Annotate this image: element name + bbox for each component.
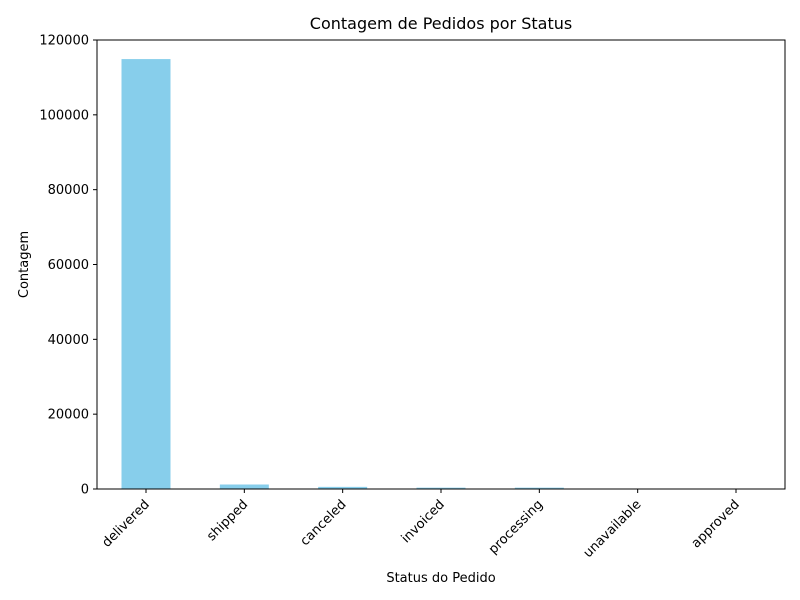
y-tick-label: 0	[81, 483, 89, 498]
y-tick-label: 100000	[39, 108, 89, 123]
bar-processing	[514, 487, 564, 489]
bar-invoiced	[416, 487, 466, 489]
x-tick-label: shipped	[204, 497, 251, 544]
x-tick-label: canceled	[298, 497, 350, 549]
x-axis-ticks: delivered shipped canceled invoiced processi…	[99, 489, 743, 561]
y-tick-label: 40000	[48, 333, 89, 348]
bar-shipped	[219, 484, 269, 489]
y-tick-label: 20000	[48, 408, 89, 423]
bar-canceled	[318, 486, 368, 489]
x-tick-label: processing	[486, 497, 546, 557]
y-tick-label: 60000	[48, 258, 89, 273]
y-axis-label: Contagem	[17, 231, 32, 298]
chart-title: Contagem de Pedidos por Status	[310, 14, 572, 33]
bar-delivered	[121, 59, 171, 490]
bars-group	[121, 59, 761, 490]
y-tick-label: 80000	[48, 183, 89, 198]
x-tick-label: approved	[689, 497, 743, 551]
y-axis-ticks: 0 20000 40000 60000 80000 100000 120000	[39, 34, 97, 498]
x-tick-label: delivered	[99, 497, 152, 550]
x-axis-label: Status do Pedido	[386, 571, 495, 586]
x-tick-label: invoiced	[399, 497, 448, 546]
y-tick-label: 120000	[39, 34, 89, 49]
x-tick-label: unavailable	[581, 497, 645, 561]
plot-frame	[96, 39, 786, 490]
